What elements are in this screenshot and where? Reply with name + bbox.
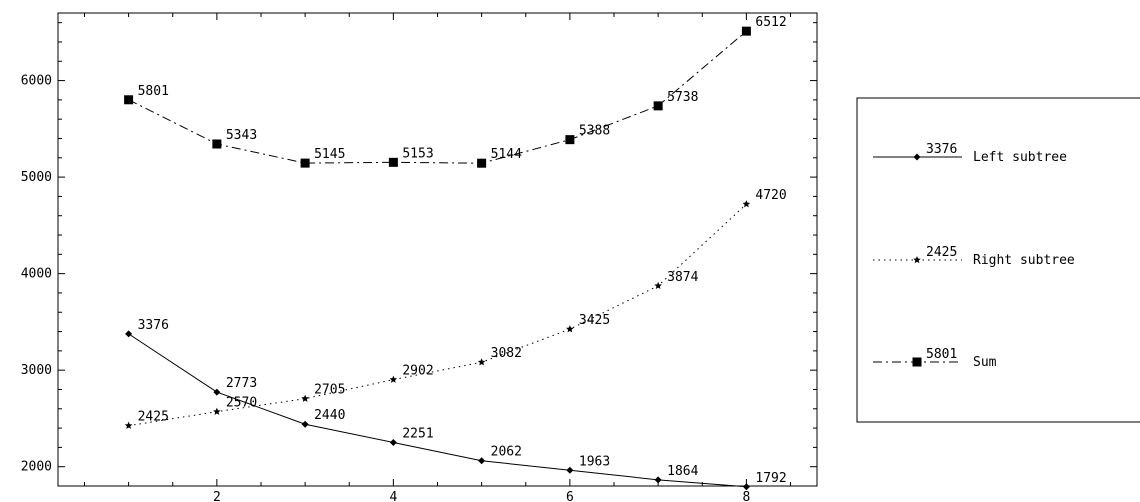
data-point-left-subtree xyxy=(213,388,221,396)
legend-item-right-subtree: 2425 Right subtree xyxy=(873,245,1075,268)
legend-box xyxy=(856,97,1140,423)
data-point-left-subtree xyxy=(654,476,662,484)
data-label-sum: 5388 xyxy=(579,124,610,139)
data-label-right-subtree: 3874 xyxy=(667,270,698,285)
data-label-left-subtree: 2251 xyxy=(402,426,433,441)
x-tick-label: 8 xyxy=(742,490,750,502)
data-label-right-subtree: 2425 xyxy=(138,410,169,425)
y-tick-label: 4000 xyxy=(21,267,52,282)
legend-marker-right-subtree xyxy=(913,256,921,264)
data-point-right-subtree xyxy=(654,281,662,290)
data-point-right-subtree xyxy=(389,375,398,383)
data-label-left-subtree: 2773 xyxy=(226,376,257,391)
data-label-left-subtree: 1792 xyxy=(755,471,786,486)
data-label-sum: 5343 xyxy=(226,128,257,143)
series-right-subtree: 2425 2570 2705 2902 3082 3425 3874 4720 xyxy=(124,188,787,429)
legend-value-right-subtree: 2425 xyxy=(926,245,957,260)
data-point-right-subtree xyxy=(742,200,751,208)
data-label-right-subtree: 2705 xyxy=(314,383,345,398)
data-label-sum: 5738 xyxy=(667,90,698,105)
data-label-right-subtree: 3082 xyxy=(491,346,522,361)
legend-label-sum: Sum xyxy=(973,355,997,370)
legend-value-left-subtree: 3376 xyxy=(926,142,957,157)
data-point-right-subtree xyxy=(566,325,574,333)
data-label-sum: 6512 xyxy=(755,15,786,30)
series-layer: 3376 2773 2440 2251 2062 1963 1864 1792 2425 2570… xyxy=(124,15,787,491)
x-axis: 2 4 6 8 xyxy=(83,13,792,502)
data-point-left-subtree xyxy=(566,466,574,474)
legend: 3376 Left subtree 2425 Right subtree 5801 Sum xyxy=(856,97,1140,423)
series-sum: 5801 5343 5145 5153 5144 5388 5738 6512 xyxy=(124,15,787,168)
data-point-sum xyxy=(741,26,751,36)
x-tick-label: 2 xyxy=(213,490,221,502)
data-point-sum xyxy=(124,95,134,105)
data-label-right-subtree: 2570 xyxy=(226,396,257,411)
data-point-left-subtree xyxy=(125,330,133,338)
y-axis: 2000 3000 4000 5000 6000 xyxy=(21,22,817,475)
data-point-right-subtree xyxy=(124,421,133,429)
legend-label-right-subtree: Right subtree xyxy=(973,253,1075,268)
data-point-sum xyxy=(212,139,222,149)
y-tick-label: 3000 xyxy=(21,363,52,378)
series-line-right-subtree xyxy=(128,203,747,427)
legend-item-sum: 5801 Sum xyxy=(873,347,997,370)
data-point-left-subtree xyxy=(389,438,397,446)
data-point-right-subtree xyxy=(213,407,221,415)
data-point-sum xyxy=(565,135,575,145)
x-tick-label: 6 xyxy=(566,490,574,502)
plot-frame xyxy=(57,12,818,487)
data-point-right-subtree xyxy=(301,394,309,402)
y-tick-label: 5000 xyxy=(21,170,52,185)
series-line-sum xyxy=(128,30,747,164)
data-point-left-subtree xyxy=(301,420,309,428)
legend-marker-sum xyxy=(912,357,922,367)
data-label-sum: 5801 xyxy=(138,84,169,99)
y-tick-label: 6000 xyxy=(21,74,52,89)
legend-label-left-subtree: Left subtree xyxy=(973,150,1067,165)
data-point-sum xyxy=(300,158,310,168)
data-label-left-subtree: 2440 xyxy=(314,408,345,423)
data-point-right-subtree xyxy=(477,358,486,366)
data-label-right-subtree: 4720 xyxy=(755,188,786,203)
x-tick-label: 4 xyxy=(389,490,397,502)
data-label-right-subtree: 3425 xyxy=(579,313,610,328)
data-label-sum: 5153 xyxy=(402,146,433,161)
y-tick-label: 2000 xyxy=(21,460,52,475)
data-point-sum xyxy=(477,158,487,168)
legend-marker-left-subtree xyxy=(913,153,921,161)
data-label-sum: 5145 xyxy=(314,147,345,162)
plot-border xyxy=(57,12,818,487)
data-point-sum xyxy=(653,101,663,111)
data-label-left-subtree: 1864 xyxy=(667,464,698,479)
data-label-left-subtree: 1963 xyxy=(579,454,610,469)
data-label-sum: 5144 xyxy=(491,147,522,162)
data-point-left-subtree xyxy=(478,457,486,465)
data-point-left-subtree xyxy=(742,483,750,491)
legend-item-left-subtree: 3376 Left subtree xyxy=(873,142,1067,165)
series-left-subtree: 3376 2773 2440 2251 2062 1963 1864 1792 xyxy=(125,318,787,491)
data-label-left-subtree: 3376 xyxy=(138,318,169,333)
series-line-left-subtree xyxy=(128,333,747,488)
legend-value-sum: 5801 xyxy=(926,347,957,362)
data-label-right-subtree: 2902 xyxy=(402,364,433,379)
data-point-sum xyxy=(388,157,398,167)
data-label-left-subtree: 2062 xyxy=(491,445,522,460)
